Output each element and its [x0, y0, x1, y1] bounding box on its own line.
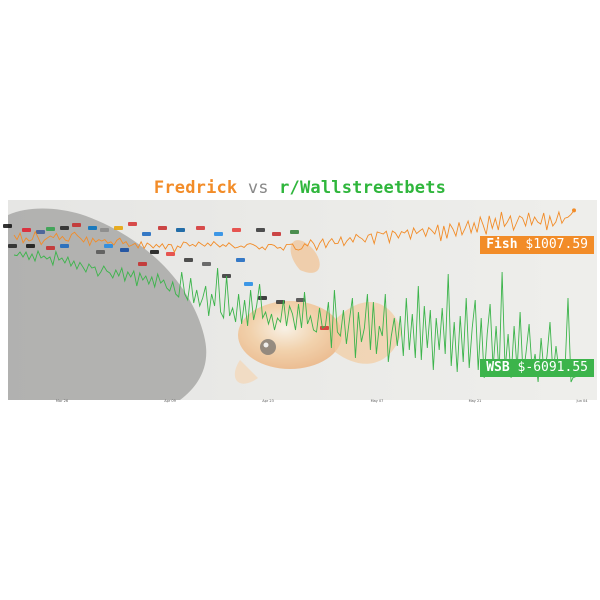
wsb-series-line	[13, 249, 575, 383]
fish-badge-name: Fish	[486, 237, 518, 252]
x-tick-label: Jun 04	[575, 399, 588, 403]
company-logo-icon	[128, 222, 137, 226]
company-logo-icon	[158, 226, 167, 230]
company-logo-icon	[36, 230, 45, 234]
company-logo-icon	[8, 244, 17, 248]
fish-series-line	[13, 210, 575, 254]
x-axis-ticks: Mar 26 Apr 09 Apr 23 May 07 May 21 Jun 04	[56, 399, 588, 403]
company-logo-icon	[296, 298, 305, 302]
company-logo-icon	[244, 282, 253, 286]
x-tick-label: Apr 23	[262, 399, 274, 403]
wsb-value-badge: WSB $-6091.55	[480, 359, 594, 377]
x-tick-label: May 07	[371, 399, 384, 403]
company-logo-icon	[60, 226, 69, 230]
company-logo-icon	[120, 248, 129, 252]
company-logo-icon	[60, 244, 69, 248]
company-logo-icon	[3, 224, 12, 228]
company-logo-icon	[88, 226, 97, 230]
x-tick-label: May 21	[469, 399, 482, 403]
company-logo-icon	[176, 228, 185, 232]
company-logo-icon	[138, 262, 147, 266]
company-logo-icon	[46, 246, 55, 250]
title-vs: vs	[247, 178, 269, 198]
company-logo-icon	[214, 232, 223, 236]
company-logo-icon	[166, 252, 175, 256]
fish-end-point	[572, 208, 576, 213]
company-logo-icon	[96, 250, 105, 254]
company-logo-icon	[258, 296, 267, 300]
company-logo-icon	[236, 258, 245, 262]
company-logo-icon	[202, 262, 211, 266]
wsb-badge-value: $-6091.55	[517, 360, 588, 375]
company-logo-icon	[114, 226, 123, 230]
title-wsb-name: r/Wallstreetbets	[279, 178, 447, 198]
company-logo-icon	[22, 228, 31, 232]
company-logo-icon	[232, 228, 241, 232]
company-logo-icon	[196, 226, 205, 230]
company-logo-icon	[142, 232, 151, 236]
company-logo-icon	[26, 244, 35, 248]
wsb-badge-name: WSB	[486, 360, 510, 375]
x-tick-label: Mar 26	[56, 399, 68, 403]
fish-value-badge: Fish $1007.59	[480, 236, 594, 254]
company-logo-icon	[184, 258, 193, 262]
title-fish-name: Fredrick	[153, 178, 238, 198]
company-logo-icon	[72, 223, 81, 227]
company-logos	[3, 222, 329, 330]
company-logo-icon	[150, 250, 159, 254]
company-logo-icon	[272, 232, 281, 236]
fish-badge-value: $1007.59	[525, 237, 588, 252]
company-logo-icon	[100, 228, 109, 232]
company-logo-icon	[46, 227, 55, 231]
chart-title: Fredrick vs r/Wallstreetbets	[0, 178, 600, 198]
company-logo-icon	[290, 230, 299, 234]
company-logo-icon	[256, 228, 265, 232]
x-tick-label: Apr 09	[164, 399, 176, 403]
company-logo-icon	[104, 244, 113, 248]
